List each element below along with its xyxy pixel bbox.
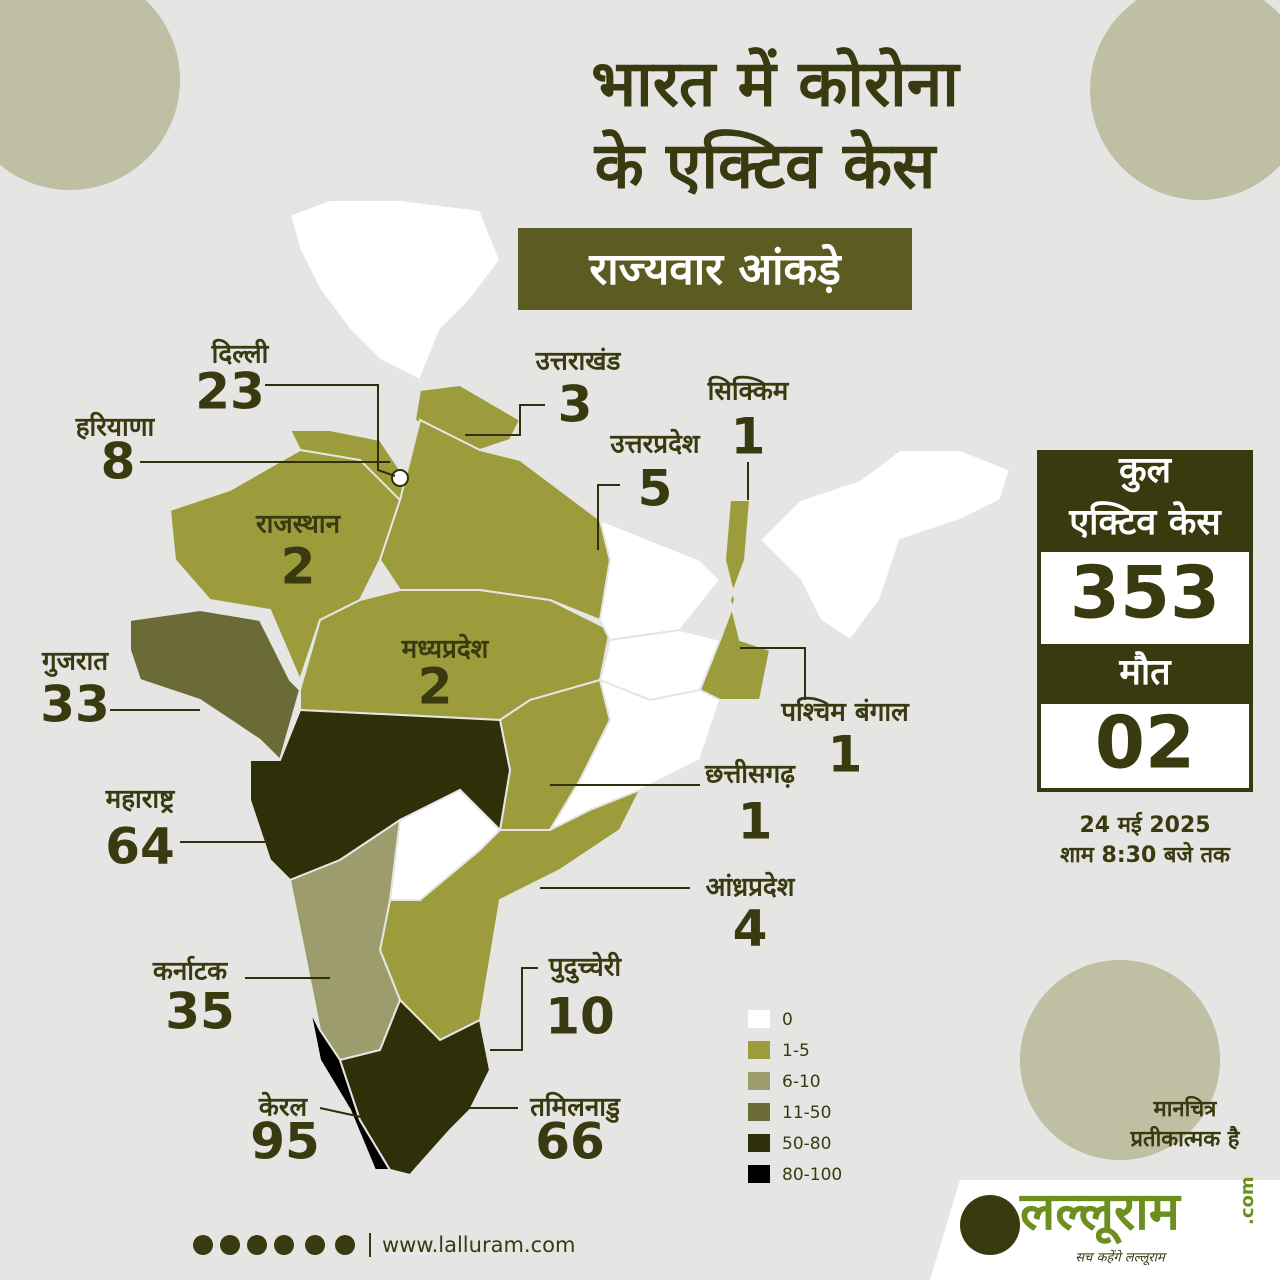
state-name: छत्तीसगढ़ xyxy=(704,759,796,790)
social-icons xyxy=(193,1233,371,1257)
total: 353 xyxy=(1070,551,1220,635)
deaths: 02 xyxy=(1095,701,1195,785)
legend-label: 0 xyxy=(782,1010,793,1030)
brand-suffix: .com xyxy=(1237,1176,1258,1225)
total-label: एक्टिव केस xyxy=(1068,501,1222,543)
date: 24 मई 2025 xyxy=(1079,811,1210,838)
state-value: 1 xyxy=(731,408,766,466)
summary-box xyxy=(1037,450,1253,792)
legend-swatch xyxy=(748,1165,770,1183)
state-name: उत्तरप्रदेश xyxy=(609,429,700,460)
state-value: 5 xyxy=(638,460,673,518)
legend-swatch xyxy=(748,1134,770,1152)
legend-label: 6-10 xyxy=(782,1072,821,1092)
subtitle-box xyxy=(518,228,912,310)
state-name: महाराष्ट्र xyxy=(105,785,176,815)
state-name: तमिलनाडु xyxy=(529,1092,621,1124)
total-label: कुल xyxy=(1118,450,1173,493)
legend-swatch xyxy=(748,1041,770,1059)
legend: 0 1-5 6-10 11-50 50-80 80-100 xyxy=(748,1010,842,1185)
legend-label: 80-100 xyxy=(782,1165,842,1185)
state-name: उत्तराखंड xyxy=(535,347,622,377)
state-value: 1 xyxy=(738,793,773,851)
state-value: 64 xyxy=(105,818,175,876)
title: भारत में कोरोना xyxy=(591,47,961,122)
brand: लल्लूराम xyxy=(1019,1182,1182,1245)
state-value: 2 xyxy=(281,538,316,596)
time: शाम 8:30 बजे तक xyxy=(1060,841,1231,868)
logo xyxy=(960,1195,1020,1255)
state-name: मध्यप्रदेश xyxy=(401,634,490,665)
website[interactable]: www.lalluram.com xyxy=(382,1233,575,1257)
state-value: 4 xyxy=(733,900,768,958)
state-name: केरल xyxy=(258,1092,309,1123)
state-value: 66 xyxy=(535,1113,605,1171)
title: के एक्टिव केस xyxy=(594,129,939,204)
state-value: 3 xyxy=(558,376,593,434)
legend-label: 50-80 xyxy=(782,1134,831,1154)
legend-label: 1-5 xyxy=(782,1041,810,1061)
state-value: 8 xyxy=(101,433,136,491)
subtitle: राज्यवार आंकड़े xyxy=(588,243,842,295)
note: प्रतीकात्मक है xyxy=(1130,1125,1241,1152)
state-value: 10 xyxy=(545,988,615,1046)
state-name: कर्नाटक xyxy=(152,956,228,987)
legend-swatch xyxy=(748,1103,770,1121)
state-value: 2 xyxy=(418,658,453,716)
legend-swatch xyxy=(748,1072,770,1090)
state-name: दिल्ली xyxy=(211,339,270,370)
brand-bg xyxy=(930,1180,1280,1280)
state-value: 95 xyxy=(250,1113,320,1171)
state-name: पश्चिम बंगाल xyxy=(780,697,910,728)
decor xyxy=(0,0,1280,1160)
state-name: आंध्रप्रदेश xyxy=(706,872,796,903)
leaders xyxy=(110,384,806,1121)
state-value: 33 xyxy=(40,676,110,734)
legend-label: 11-50 xyxy=(782,1103,831,1123)
state-value: 23 xyxy=(195,363,265,421)
death-label: मौत xyxy=(1118,651,1172,693)
note: मानचित्र xyxy=(1153,1095,1218,1122)
legend-swatch xyxy=(748,1010,770,1028)
state-name: गुजरात xyxy=(41,647,109,678)
state-name: पुदुच्चेरी xyxy=(548,952,623,984)
state-name: राजस्थान xyxy=(255,510,342,540)
map xyxy=(129,199,1012,1177)
state-value: 35 xyxy=(165,983,235,1041)
state-name: हरियाणा xyxy=(75,412,156,443)
state-name: सिक्किम xyxy=(707,376,790,407)
state-value: 1 xyxy=(828,726,863,784)
tagline: सच कहेंगे लल्लूराम xyxy=(1075,1250,1167,1266)
